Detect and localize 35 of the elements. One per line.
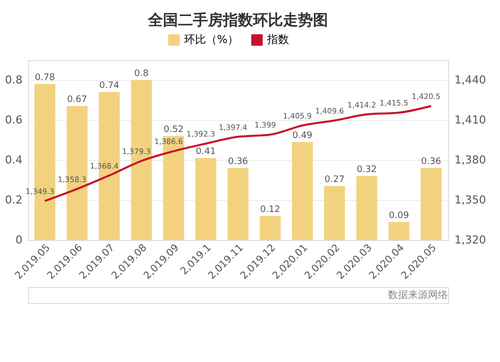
y2-tick-label: 1,350 (454, 194, 486, 206)
text: 数据来源网络 (388, 289, 448, 301)
bar (292, 142, 313, 240)
y-tick-label: 0.4 (5, 154, 22, 166)
data-label: 0.36 (228, 157, 248, 167)
data-label: 0.78 (34, 73, 56, 83)
y-tick-label: 0.8 (5, 74, 22, 86)
data-label: 0.52 (164, 125, 184, 135)
legend-label: 指数 (266, 33, 289, 46)
data-label: 0.8 (134, 69, 149, 79)
bar (228, 168, 248, 240)
y-tick-label: 0 (16, 234, 22, 246)
data-label: 0.27 (324, 175, 345, 185)
y-tick-label: 0.2 (5, 194, 22, 206)
y2-tick-label: 1,320 (454, 234, 486, 246)
data-label: 0.36 (421, 157, 442, 167)
y2-tick-label: 1,440 (454, 74, 486, 86)
bar (324, 186, 346, 240)
y2-tick-label: 1,380 (454, 154, 486, 166)
data-label: 0.67 (67, 95, 88, 105)
bar (388, 222, 410, 240)
data-label: 0.12 (260, 205, 280, 215)
bar (260, 216, 281, 240)
data-label: 0.41 (196, 147, 216, 157)
legend-label: 环比（%） (184, 33, 238, 46)
data-label: 0.09 (388, 211, 410, 221)
data-label: 0.74 (99, 81, 120, 91)
bar (420, 168, 442, 240)
y2-tick-label: 1,410 (454, 114, 486, 126)
chart-title: 全国二手房指数环比走势图 (147, 11, 328, 29)
y-tick-label: 0.6 (5, 114, 22, 126)
bar (356, 176, 378, 240)
data-label: 0.49 (292, 131, 313, 141)
data-label: 0.32 (356, 165, 377, 175)
bar (195, 158, 216, 240)
